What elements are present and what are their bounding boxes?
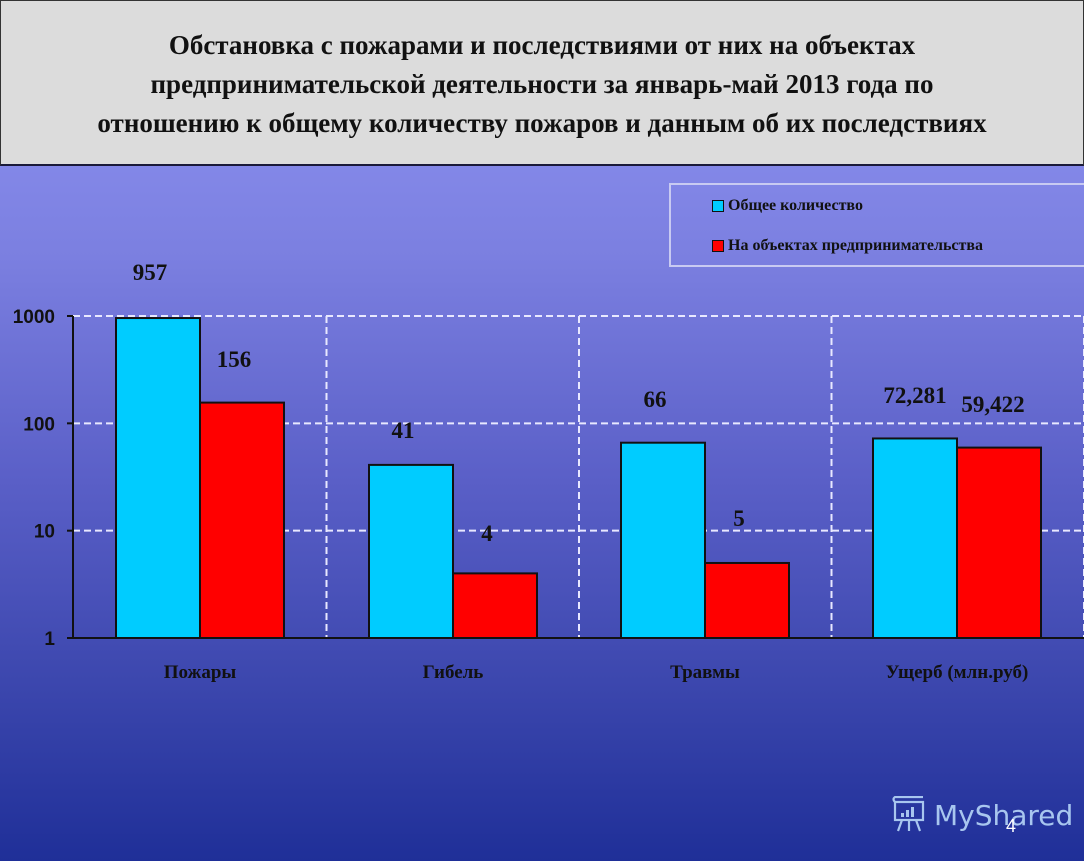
bar-group: 957 156 Пожары [115,260,285,683]
legend-swatch-business [712,240,724,252]
data-label: 41 [392,418,415,443]
page-number: 4 [1006,816,1017,836]
legend-label-total: Общее количество [728,197,863,214]
data-label: 59,422 [961,392,1024,417]
x-category-label: Травмы [670,662,740,683]
data-label: 156 [217,347,252,372]
title-line-3: отношению к общему количеству пожаров и … [97,108,987,138]
bar-total [620,441,706,639]
legend-item-business: На объектах предпринимательства [712,237,983,255]
slide-title: Обстановка с пожарами и последствиями от… [97,22,986,143]
bar-business [199,401,285,639]
x-category-label: Ущерб (млн.руб) [886,662,1029,683]
bar-group: 66 5 Травмы [620,387,790,683]
bar-group: 72,281 59,422 Ущерб (млн.руб) [872,383,1042,683]
title-line-1: Обстановка с пожарами и последствиями от… [168,30,916,60]
bar-total [115,317,201,639]
y-tick-label: 10 [34,522,55,543]
y-tick-label: 1 [44,629,55,650]
legend-item-total: Общее количество [712,197,863,215]
x-category-label: Пожары [164,662,237,683]
title-box: Обстановка с пожарами и последствиями от… [0,0,1084,166]
bar-business [704,561,790,640]
watermark-text: MyShared [934,798,1074,832]
legend-swatch-total [712,200,724,212]
bar-total [368,463,454,639]
y-tick-label: 100 [23,414,55,435]
title-line-2: предпринимательской деятельности за янва… [150,69,934,99]
y-tick-label: 1000 [13,307,55,328]
bar-business [956,446,1042,639]
presentation-board-icon [892,796,925,832]
watermark: MyShared [890,796,1073,834]
data-label: 72,281 [883,383,946,408]
bar-total [872,437,958,640]
chart-legend: Общее количество На объектах предпринима… [669,183,1084,267]
data-label: 5 [733,506,745,531]
bar-group: 41 4 Гибель [368,418,538,683]
data-label: 4 [481,521,493,546]
bar-business [452,572,538,640]
legend-label-business: На объектах предпринимательства [728,237,983,254]
data-label: 66 [644,387,667,412]
x-category-label: Гибель [423,662,484,683]
data-label: 957 [133,260,168,285]
